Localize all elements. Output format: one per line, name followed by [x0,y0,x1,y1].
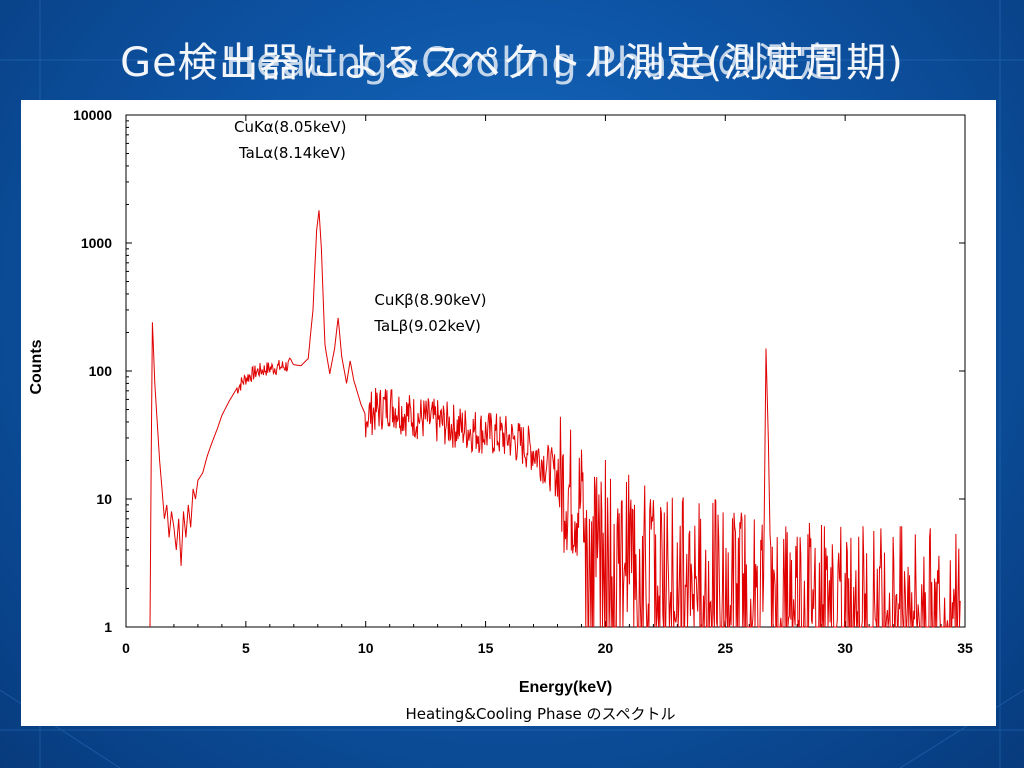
x-axis-title: Energy(keV) [519,679,612,696]
x-tick-label: 30 [837,640,853,656]
chart-panel: 0 5 10 15 20 25 30 35 1 10 100 1000 10000 Energy(keV… [21,100,996,726]
x-tick-label: 0 [122,640,130,656]
y-axis-title: Counts [28,339,45,394]
chart-caption: Heating&Cooling Phase のスペクトル [406,705,676,723]
series-line-0 [149,210,961,628]
x-tick-label: 10 [358,640,374,656]
y-tick-label: 100 [89,363,113,379]
annotation-label: CuKα(8.05keV) [234,118,346,136]
x-tick-label: 35 [957,640,973,656]
annotation-label: CuKβ(8.90keV) [374,291,486,309]
y-tick-label: 1000 [81,235,112,251]
annotations: CuKα(8.05keV) TaLα(8.14keV) CuKβ(8.90keV) T… [234,118,487,335]
y-tick-label: 1 [104,619,112,635]
y-tick-label: 10 [96,491,112,507]
y-tick-label: 10000 [73,107,112,123]
annotation-label: TaLβ(9.02keV) [373,317,481,335]
x-tick-label: 25 [717,640,733,656]
x-tick-label: 20 [598,640,614,656]
annotation-label: TaLα(8.14keV) [238,144,346,162]
slide-title: Ge検出器によるスペクトル測定(測定周期) [120,40,904,86]
series-layer [149,210,961,628]
x-tick-label: 15 [478,640,494,656]
slide-title-overlay: Heating&Cooling Phaseの測定 [225,40,839,86]
spectrum-chart: 0 5 10 15 20 25 30 35 1 10 100 1000 10000 Energy(keV… [28,107,973,723]
x-tick-label: 5 [242,640,250,656]
tick-labels: 0 5 10 15 20 25 30 35 1 10 100 1000 10000 [73,107,973,656]
